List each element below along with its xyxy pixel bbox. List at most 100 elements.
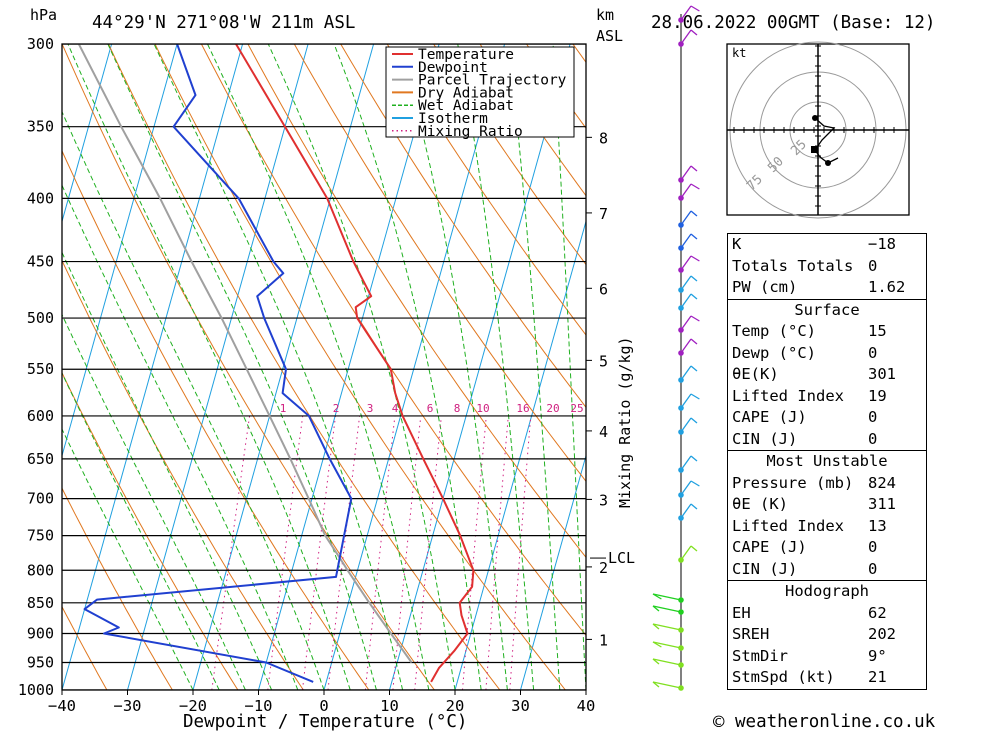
most-unstable-label: θE (K): [732, 495, 788, 513]
temperature-line: [235, 44, 475, 683]
mixing-ratio-line: [364, 415, 396, 690]
barb-flag: [690, 165, 698, 172]
mixing-ratio-label: 2: [333, 402, 340, 415]
km-tick-label: 1: [599, 631, 608, 649]
asl-unit-label: ASL: [596, 27, 623, 45]
mixing-ratio-line: [327, 415, 361, 690]
mixing-ratio-label: 10: [476, 402, 489, 415]
x-tick-label: 0: [319, 697, 328, 715]
barb-flag: [690, 480, 700, 487]
surface-block: Surface Temp (°C) 15 Dewp (°C) 0 θE(K) 301 Lif…: [727, 299, 927, 451]
hodograph-stat-value: 9°: [868, 646, 887, 665]
mixing-ratio-line: [267, 415, 304, 690]
mixing-ratio-line: [414, 415, 442, 690]
pressure-tick-label: 550: [27, 360, 54, 378]
barb-flag: [690, 315, 700, 322]
surface-value: 0: [868, 429, 878, 448]
barb-flag: [690, 275, 698, 282]
hodograph-stat-row: StmSpd (kt) 21: [728, 667, 926, 689]
pressure-unit-label: hPa: [30, 6, 57, 24]
most-unstable-value: 311: [868, 495, 896, 513]
km-unit-label: km: [596, 6, 614, 24]
most-unstable-value: 13: [868, 516, 887, 535]
pressure-tick-label: 950: [27, 653, 54, 671]
hodograph-stat-label: SREH: [732, 625, 770, 643]
hodograph-stats-block: Hodograph EH 62 SREH 202 StmDir 9° StmSpd (kt)…: [727, 581, 927, 690]
dry-adiabat-line: [62, 605, 108, 690]
barb-flag: [690, 338, 698, 345]
legend-label: Dewpoint: [418, 60, 488, 76]
index-row: K −18: [728, 234, 926, 256]
km-tick-label: 7: [599, 205, 608, 223]
barb-flag: [690, 255, 700, 262]
barb-shaft: [680, 183, 692, 199]
copyright-symbol: ©: [713, 711, 725, 733]
storm-motion-marker: [811, 146, 818, 153]
index-value: 1.62: [868, 278, 906, 296]
barb-shaft: [680, 417, 692, 433]
lcl-label: LCL: [608, 549, 635, 567]
hodograph-stat-value: 202: [868, 625, 896, 643]
surface-label: θE(K): [732, 365, 779, 383]
most-unstable-value: 824: [868, 473, 896, 492]
index-value: 0: [868, 256, 878, 275]
surface-row: CAPE (J) 0: [728, 407, 926, 429]
barb-flag: [690, 417, 698, 424]
barb-shaft: [680, 455, 692, 471]
surface-label: Temp (°C): [732, 322, 816, 340]
mixing-ratio-label: 20: [546, 402, 559, 415]
hodograph-unit: kt: [732, 46, 746, 60]
barb-shaft: [680, 29, 692, 45]
most-unstable-value: 0: [868, 538, 878, 556]
station-location: 44°29'N 271°08'W 211m ASL: [92, 13, 355, 33]
surface-label: CIN (J): [732, 429, 798, 448]
barb-flag: [652, 605, 660, 612]
barb-flag: [652, 593, 662, 600]
barb-shaft: [680, 338, 692, 354]
pressure-tick-label: 850: [27, 594, 54, 612]
surface-label: Lifted Index: [732, 386, 844, 405]
mixing-ratio-label: 16: [516, 402, 529, 415]
legend-label: Isotherm: [418, 111, 488, 127]
barb-shaft: [680, 315, 692, 331]
dry-adiabat-line: [340, 44, 586, 409]
surface-label: CAPE (J): [732, 408, 807, 426]
hodograph-stat-row: SREH 202: [728, 624, 926, 646]
barb-shaft: [652, 593, 682, 601]
x-tick-label: 10: [380, 697, 399, 715]
barb-shaft: [652, 623, 682, 631]
most-unstable-row: θE (K) 311: [728, 494, 926, 516]
isotherm-line: [62, 44, 113, 224]
wet-adiabat-line: [552, 44, 586, 690]
pressure-tick-label: 1000: [18, 681, 54, 699]
barb-flag: [652, 658, 660, 665]
barb-shaft: [652, 681, 682, 689]
dry-adiabat-line: [62, 487, 173, 690]
hodograph-stat-row: StmDir 9°: [728, 646, 926, 668]
isotherm-line: [62, 44, 244, 690]
barb-flag: [690, 29, 698, 36]
mixing-ratio-label: 1: [280, 402, 287, 415]
barb-shaft: [680, 275, 692, 291]
wet-adiabat-line: [62, 110, 325, 690]
site-link[interactable]: weatheronline.co.uk: [735, 712, 936, 732]
barb-flag: [690, 503, 698, 510]
surface-value: 19: [868, 386, 887, 405]
km-tick-label: 6: [599, 280, 608, 298]
mixing-ratio-label: 3: [367, 402, 374, 415]
isotherm-line: [62, 44, 178, 458]
most-unstable-label: CIN (J): [732, 559, 798, 578]
legend-label: Parcel Trajectory: [418, 73, 567, 89]
mixing-ratio-line: [392, 415, 422, 690]
most-unstable-label: Lifted Index: [732, 516, 844, 535]
wet-adiabat-line: [333, 44, 482, 690]
barb-shaft: [680, 210, 692, 226]
indices-panel: K −18 Totals Totals 0 PW (cm) 1.62 Surface Te…: [727, 233, 927, 690]
surface-row: Lifted Index 19: [728, 386, 926, 408]
barb-shaft: [680, 503, 692, 519]
wet-adiabat-line: [67, 44, 351, 690]
isotherm-line: [389, 44, 571, 690]
x-tick-label: −10: [245, 697, 273, 715]
legend-label: Temperature: [418, 47, 514, 63]
